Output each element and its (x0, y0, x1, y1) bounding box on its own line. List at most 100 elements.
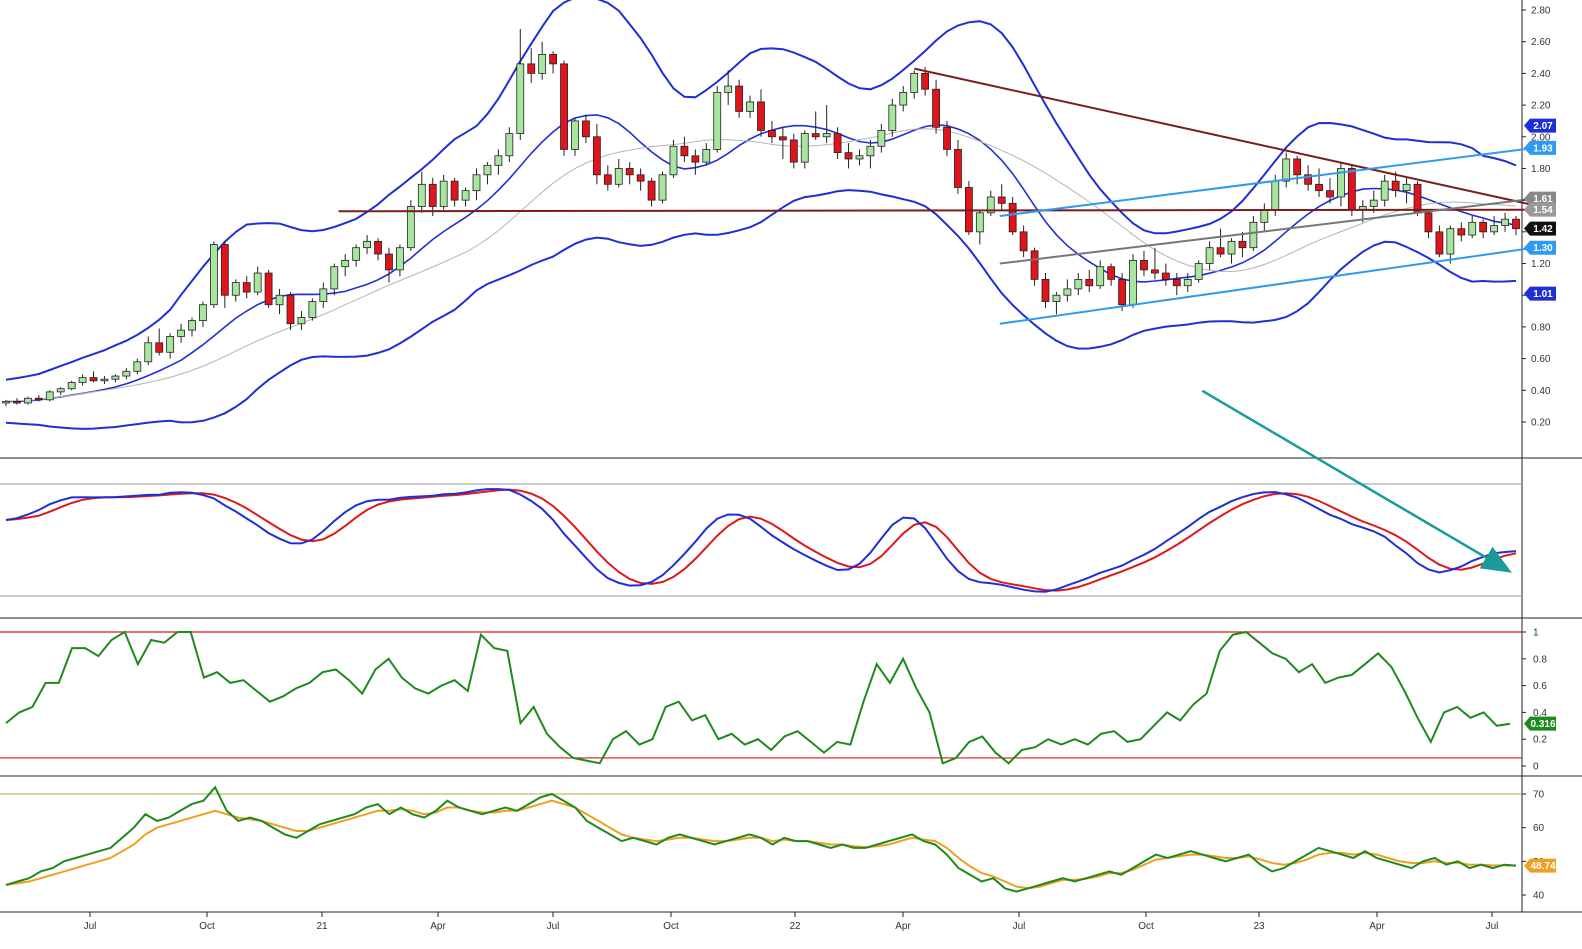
candle (603, 165, 612, 191)
candle (724, 70, 733, 106)
candle-body (1468, 221, 1477, 236)
rsi-last-value-tag-label: 48.74 (1530, 861, 1555, 872)
panel-frames (0, 0, 1582, 913)
price-tick-label: 0.20 (1531, 418, 1551, 429)
candle (1063, 279, 1072, 302)
candle-body (943, 126, 951, 150)
price-tag: 2.07 (1524, 118, 1556, 133)
candle (209, 241, 218, 308)
candle (855, 149, 864, 166)
candle-body (1183, 278, 1192, 287)
candle-body (34, 397, 43, 401)
candle (636, 168, 645, 191)
price-tag-label: 1.01 (1533, 289, 1553, 300)
candle-body (319, 288, 328, 302)
candle (1216, 228, 1225, 258)
candle-body (166, 336, 175, 353)
candle-body (811, 133, 820, 138)
candle-body (461, 190, 470, 201)
time-tick-label: Jul (547, 921, 560, 932)
candle-body (2, 400, 10, 404)
candle (899, 86, 908, 112)
candle (264, 269, 273, 308)
candle (800, 130, 809, 169)
candle (1402, 177, 1411, 204)
candle (822, 105, 831, 144)
candle-body (921, 72, 930, 90)
candle-body (658, 174, 667, 201)
price-tick-label: 1.80 (1531, 164, 1551, 175)
candle-body (363, 240, 371, 249)
candle (1052, 292, 1061, 315)
candle (1096, 260, 1105, 289)
price-tag-shape (1524, 240, 1556, 255)
candle-body (954, 149, 962, 188)
candle-body (67, 381, 76, 390)
candle (461, 187, 470, 207)
lower-bollinger-band (5, 189, 1517, 430)
candle-body (352, 247, 361, 261)
rsi-signal-line (5, 799, 1517, 890)
candle-body (757, 101, 765, 131)
candle (1183, 273, 1192, 293)
candle-body (1479, 221, 1488, 233)
candle (319, 282, 328, 308)
price-tick-label: 0.40 (1531, 386, 1551, 397)
candle-body (144, 342, 153, 363)
candle-body (1282, 158, 1291, 182)
price-tag-shape (1524, 221, 1556, 236)
price-tick-label: 0.80 (1531, 322, 1551, 333)
annotations (1201, 389, 1512, 573)
candle (67, 380, 76, 391)
candle-body (1227, 240, 1236, 255)
candle (406, 200, 415, 251)
time-tick-label: 21 (316, 921, 328, 932)
candle-body (1019, 231, 1028, 252)
candle-body (1315, 183, 1323, 192)
candle (89, 371, 98, 383)
candle-body (78, 377, 87, 383)
candle (1380, 174, 1389, 207)
candle (1435, 225, 1444, 258)
candle (385, 247, 393, 283)
candle-body (209, 244, 218, 306)
ratio-tick-label: 0.8 (1533, 654, 1547, 665)
candle (253, 266, 262, 296)
candle (571, 117, 579, 156)
upper-bollinger-band (5, 0, 1517, 381)
candle-body (1369, 199, 1378, 207)
candle (472, 168, 481, 201)
candle (100, 376, 109, 384)
candle-body (975, 212, 984, 233)
candle-body (844, 152, 853, 160)
candle (1424, 209, 1433, 239)
candle-body (910, 72, 919, 93)
candle (428, 177, 437, 216)
time-tick-label: 22 (789, 921, 801, 932)
candle (505, 127, 514, 163)
candle-body (1151, 269, 1159, 274)
candle (538, 41, 547, 80)
candle-body (1140, 259, 1148, 271)
price-tag: 1.54 (1524, 202, 1556, 217)
candle-body (1129, 259, 1137, 306)
candle (13, 398, 21, 405)
ratio-tick-label: 0 (1533, 762, 1539, 773)
candle-body (680, 145, 689, 157)
candle-body (374, 240, 382, 255)
candle (483, 162, 492, 185)
candle-body (242, 282, 251, 293)
candle-body (789, 139, 798, 163)
candle-body (100, 378, 109, 382)
price-tag-label: 1.93 (1533, 143, 1553, 154)
candle-body (1424, 212, 1433, 233)
candle (964, 181, 973, 236)
candle (78, 374, 87, 386)
candle-body (341, 259, 350, 268)
candle (23, 396, 32, 405)
candle (1030, 247, 1039, 286)
price-tag-shape (1524, 286, 1556, 301)
candle (177, 323, 185, 343)
time-tick-label: Apr (430, 921, 446, 932)
candle-body (932, 88, 940, 128)
